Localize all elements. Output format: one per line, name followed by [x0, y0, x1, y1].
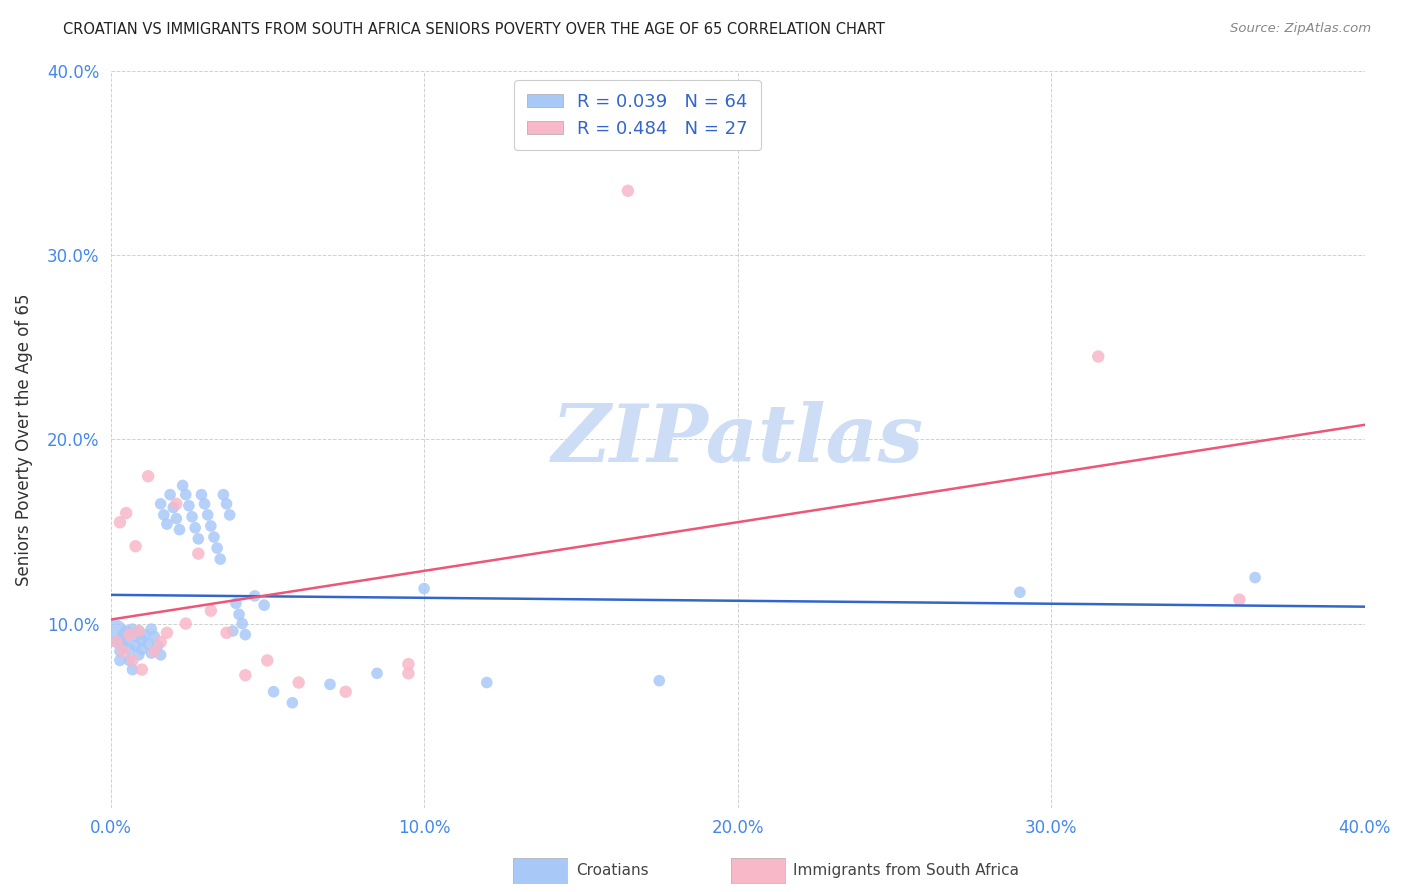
Point	[1244, 570, 1267, 584]
Point	[169, 523, 191, 537]
Point	[131, 642, 153, 657]
Point	[136, 469, 159, 483]
Point	[134, 627, 156, 641]
Point	[174, 616, 197, 631]
Point	[136, 637, 159, 651]
Point	[228, 607, 250, 622]
Point	[159, 488, 181, 502]
Point	[197, 508, 219, 522]
Point	[121, 663, 143, 677]
Point	[131, 633, 153, 648]
Point	[174, 488, 197, 502]
Point	[165, 497, 187, 511]
Point	[200, 604, 222, 618]
Point	[105, 635, 128, 649]
Y-axis label: Seniors Poverty Over the Age of 65: Seniors Poverty Over the Age of 65	[15, 293, 32, 586]
Point	[1227, 592, 1250, 607]
Point	[215, 497, 238, 511]
Point	[115, 633, 138, 648]
Point	[617, 184, 640, 198]
Point	[143, 644, 166, 658]
Point	[156, 517, 179, 532]
Point	[212, 488, 235, 502]
Point	[319, 677, 342, 691]
Point	[105, 635, 128, 649]
Point	[187, 532, 209, 546]
Point	[165, 511, 187, 525]
Point	[231, 616, 253, 631]
Point	[128, 624, 150, 638]
Point	[205, 541, 228, 555]
Text: Source: ZipAtlas.com: Source: ZipAtlas.com	[1230, 22, 1371, 36]
Point	[131, 663, 153, 677]
Point	[149, 635, 172, 649]
Point	[233, 668, 256, 682]
Point	[141, 646, 163, 660]
Point	[218, 508, 240, 522]
Point	[149, 497, 172, 511]
Legend: R = 0.039   N = 64, R = 0.484   N = 27: R = 0.039 N = 64, R = 0.484 N = 27	[515, 80, 761, 151]
Point	[156, 625, 179, 640]
Point	[115, 624, 138, 638]
Point	[181, 509, 204, 524]
Point	[124, 539, 146, 553]
Point	[222, 624, 245, 638]
Point	[194, 497, 217, 511]
Text: ZIPatlas: ZIPatlas	[551, 401, 924, 478]
Point	[256, 653, 278, 667]
Point	[108, 653, 131, 667]
Text: Croatians: Croatians	[576, 863, 650, 878]
Text: CROATIAN VS IMMIGRANTS FROM SOUTH AFRICA SENIORS POVERTY OVER THE AGE OF 65 CORR: CROATIAN VS IMMIGRANTS FROM SOUTH AFRICA…	[63, 22, 886, 37]
Point	[141, 622, 163, 636]
Text: Immigrants from South Africa: Immigrants from South Africa	[793, 863, 1019, 878]
Point	[112, 644, 135, 658]
Point	[124, 639, 146, 653]
Point	[121, 622, 143, 636]
Point	[153, 508, 176, 522]
Point	[118, 653, 141, 667]
Point	[190, 488, 212, 502]
Point	[202, 530, 225, 544]
Point	[112, 639, 135, 653]
Point	[243, 589, 266, 603]
Point	[128, 648, 150, 662]
Point	[1008, 585, 1031, 599]
Point	[253, 598, 276, 612]
Point	[648, 673, 671, 688]
Point	[396, 666, 419, 681]
Point	[146, 639, 169, 653]
Point	[177, 499, 200, 513]
Point	[187, 547, 209, 561]
Point	[287, 675, 309, 690]
Point	[225, 596, 247, 610]
Point	[103, 625, 125, 640]
Point	[121, 653, 143, 667]
Point	[475, 675, 498, 690]
Point	[115, 506, 138, 520]
Point	[233, 627, 256, 641]
Point	[149, 648, 172, 662]
Point	[124, 630, 146, 644]
Point	[184, 521, 207, 535]
Point	[209, 552, 232, 566]
Point	[200, 519, 222, 533]
Point	[281, 696, 304, 710]
Point	[413, 582, 436, 596]
Point	[335, 684, 357, 698]
Point	[162, 500, 184, 515]
Point	[215, 625, 238, 640]
Point	[128, 624, 150, 638]
Point	[263, 684, 285, 698]
Point	[366, 666, 388, 681]
Point	[396, 657, 419, 672]
Point	[108, 516, 131, 530]
Point	[108, 644, 131, 658]
Point	[172, 478, 194, 492]
Point	[143, 630, 166, 644]
Point	[1087, 350, 1109, 364]
Point	[118, 627, 141, 641]
Point	[112, 627, 135, 641]
Point	[118, 642, 141, 657]
